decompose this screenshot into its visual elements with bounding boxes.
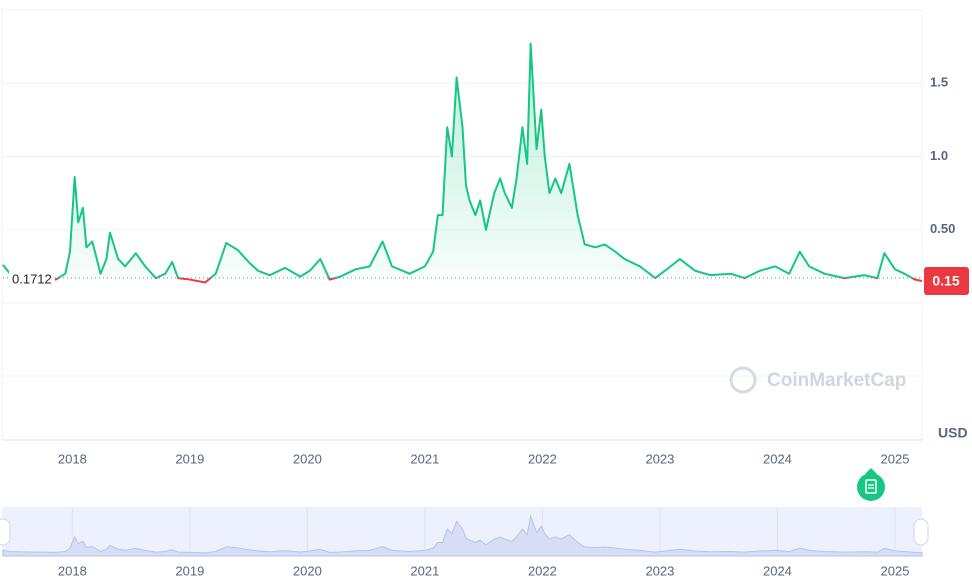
navigator-tick-label: 2023	[645, 563, 674, 578]
price-area	[3, 43, 922, 278]
price-line	[2, 42, 923, 284]
x-tick-label: 2025	[881, 451, 910, 466]
y-tick-label: 1.0	[930, 148, 948, 163]
navigator-area	[2, 514, 923, 557]
navigator-tick-label: 2018	[58, 563, 87, 578]
baseline-label-bg	[9, 270, 55, 288]
news-icon[interactable]	[857, 468, 885, 501]
last-price-label: 0.15	[932, 273, 959, 289]
y-unit: USD	[938, 425, 968, 441]
navigator-tick-label: 2022	[528, 563, 557, 578]
baseline-label: 0.1712	[12, 271, 52, 286]
y-tick-label: 1.5	[930, 75, 948, 90]
navigator-handles	[0, 518, 929, 546]
x-tick-label: 2023	[645, 451, 674, 466]
y-tick-label: 0.50	[930, 221, 955, 236]
last-price-badge	[924, 267, 969, 296]
navigator-tick-label: 2024	[763, 563, 792, 578]
x-tick-label: 2021	[410, 451, 439, 466]
x-tick-label: 2022	[528, 451, 557, 466]
navigator-tick-label: 2020	[293, 563, 322, 578]
x-tick-label: 2019	[175, 451, 204, 466]
navigator-tick-label: 2019	[175, 563, 204, 578]
x-tick-label: 2020	[293, 451, 322, 466]
navigator-tick-label: 2025	[881, 563, 910, 578]
x-tick-label: 2018	[58, 451, 87, 466]
watermark-text: CoinMarketCap	[767, 370, 906, 391]
x-tick-label: 2024	[763, 451, 792, 466]
watermark: CoinMarketCap	[729, 366, 906, 394]
navigator-tick-label: 2021	[410, 563, 439, 578]
